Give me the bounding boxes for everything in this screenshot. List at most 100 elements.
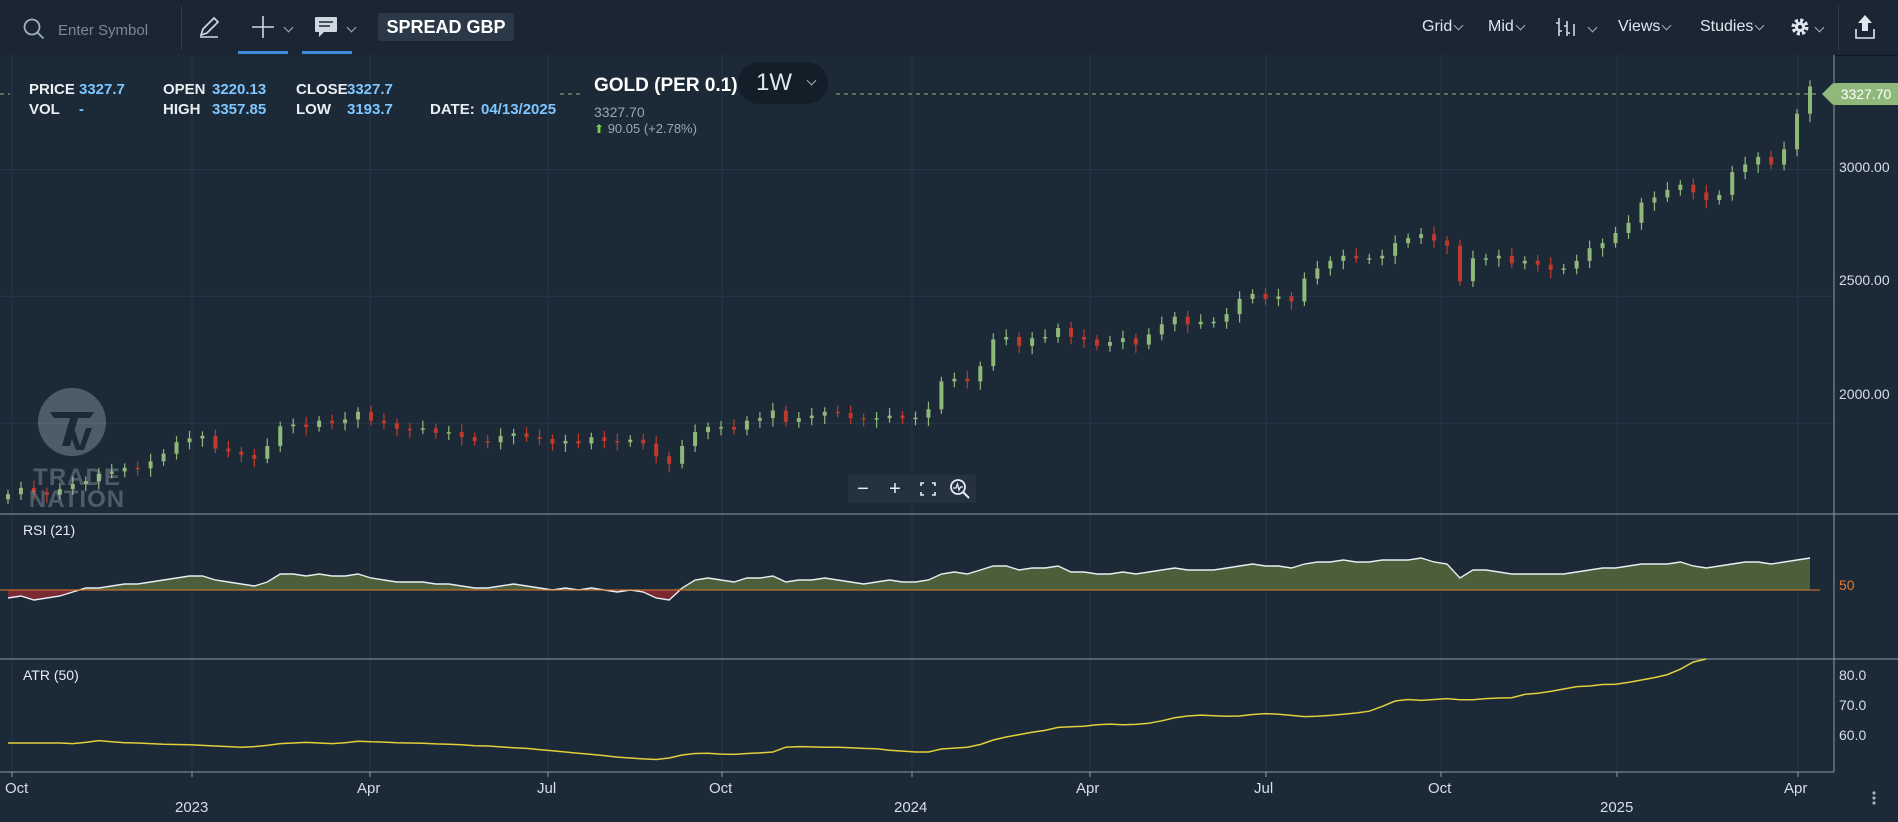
candle-body [1691, 184, 1696, 193]
views-menu[interactable]: Views [1618, 18, 1672, 36]
candle-body [1419, 234, 1424, 239]
candle-body [317, 420, 322, 428]
comment-dropdown-chevron-icon[interactable] [346, 22, 357, 33]
expand-handle-icon[interactable] [1866, 790, 1882, 806]
open-value: 3220.13 [212, 81, 267, 98]
instrument-price: 3327.70 [594, 104, 645, 120]
candle-body [628, 439, 633, 443]
candle-body [1185, 316, 1190, 325]
candle-body [291, 424, 296, 427]
pencil-draw-icon[interactable] [196, 13, 224, 41]
candle-body [1107, 342, 1112, 346]
price-label: PRICE [29, 81, 75, 98]
low-label: LOW [296, 101, 331, 118]
grid-menu-label: Grid [1422, 18, 1453, 35]
candle-body [861, 418, 866, 420]
candle-body [965, 378, 970, 382]
candle-body [433, 428, 438, 433]
candle-body [1795, 113, 1800, 150]
zoom-reset-button[interactable] [945, 475, 975, 503]
rsi-series [0, 557, 1820, 601]
candle-body [70, 484, 75, 490]
x-axis-ticks [11, 772, 1799, 777]
chevron-down-icon [1754, 20, 1765, 31]
candle-body [83, 481, 88, 485]
candle-body [952, 378, 957, 382]
candle-body [135, 467, 140, 470]
mid-menu-label: Mid [1488, 18, 1514, 35]
chart-type-chevron-icon[interactable] [1587, 22, 1598, 33]
rsi-panel-label[interactable]: RSI (21) [23, 522, 76, 538]
candle-body [161, 453, 166, 462]
candle-body [1030, 338, 1035, 346]
candle-body [1289, 296, 1294, 302]
candle-body [1017, 336, 1022, 346]
candle-body [1808, 86, 1812, 114]
candle-body [1069, 328, 1074, 337]
zoom-in-button[interactable]: + [889, 478, 901, 500]
atr-panel-label[interactable]: ATR (50) [23, 667, 79, 683]
grid-menu[interactable]: Grid [1422, 18, 1464, 36]
candle-body [1341, 255, 1346, 261]
mid-price-menu[interactable]: Mid [1488, 18, 1526, 36]
crosshair-icon[interactable] [250, 14, 276, 40]
candle-body [1535, 260, 1540, 265]
toolbar-divider [1838, 6, 1839, 50]
candle-body [148, 461, 153, 469]
instrument-name: GOLD (PER 0.1) [594, 75, 738, 96]
zoom-controls: − + [848, 475, 976, 503]
candle-body [18, 487, 23, 495]
zoom-out-button[interactable]: − [857, 478, 869, 500]
instrument-change: ⬆ 90.05 (+2.78%) [594, 121, 697, 136]
candle-body [1172, 316, 1177, 325]
vol-label: VOL [29, 101, 60, 118]
crosshair-dropdown-chevron-icon[interactable] [283, 22, 294, 33]
x-tick-label: Apr [1076, 780, 1100, 797]
candle-body [1380, 255, 1385, 259]
candle-body [330, 420, 335, 424]
chart-area[interactable] [0, 55, 1898, 822]
candle-body [213, 435, 218, 449]
price-badge-pointer [1822, 83, 1833, 105]
zoom-search-icon [950, 479, 970, 499]
atr-line [8, 658, 1707, 761]
candle-body [667, 456, 672, 464]
candle-body [1626, 222, 1631, 233]
candle-body [1133, 338, 1138, 345]
x-tick-label: Oct [1428, 780, 1452, 797]
candle-body [44, 492, 49, 495]
candle-body [356, 411, 361, 420]
studies-menu[interactable]: Studies [1700, 18, 1765, 36]
share-export-icon[interactable] [1852, 12, 1878, 42]
candle-body [589, 437, 594, 444]
candle-body [1678, 184, 1683, 190]
candle-body [498, 435, 503, 443]
candle-body [420, 428, 425, 430]
candle-body [744, 420, 749, 430]
candle-body [304, 424, 309, 428]
chevron-down-icon [1515, 20, 1526, 31]
candle-body [343, 419, 348, 424]
fit-screen-button[interactable] [913, 475, 943, 503]
candle-body [1406, 238, 1411, 244]
candle-body [1250, 293, 1255, 299]
gear-icon[interactable] [1788, 15, 1812, 39]
toolbar-divider [181, 6, 182, 50]
candle-body [1224, 314, 1229, 322]
candle-body [381, 420, 386, 424]
candle-body [1613, 232, 1618, 244]
symbol-search[interactable] [22, 16, 180, 42]
candle-body [680, 446, 685, 464]
timeframe-selector[interactable]: 1W [738, 62, 828, 104]
chat-comment-icon[interactable] [313, 15, 339, 39]
chart-type-bars-icon[interactable] [1554, 15, 1578, 39]
candle-body [446, 432, 451, 434]
settings-chevron-icon[interactable] [1814, 22, 1825, 33]
candle-body [265, 446, 270, 459]
symbol-search-input[interactable] [56, 18, 180, 42]
x-tick-label: Oct [5, 780, 29, 797]
spread-currency-label[interactable]: SPREAD GBP [378, 13, 514, 41]
candle-body [1393, 243, 1398, 256]
trade-nation-logo-icon [38, 388, 106, 456]
open-label: OPEN [163, 81, 206, 98]
